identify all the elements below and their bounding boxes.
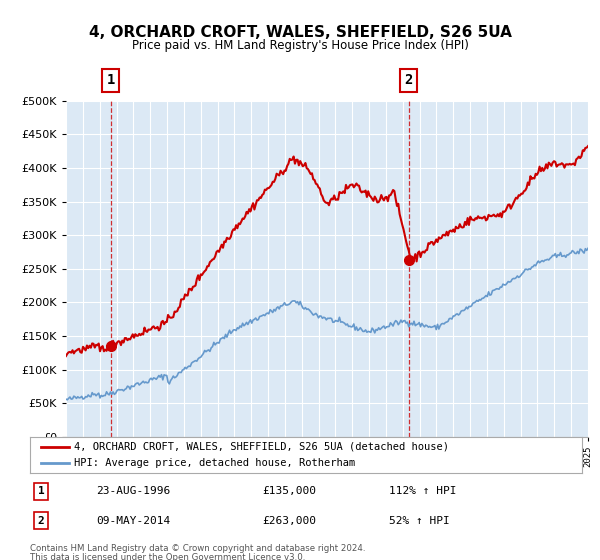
Text: This data is licensed under the Open Government Licence v3.0.: This data is licensed under the Open Gov… (30, 553, 305, 560)
Text: 1: 1 (106, 73, 115, 87)
Text: 1: 1 (38, 487, 44, 496)
Text: 4, ORCHARD CROFT, WALES, SHEFFIELD, S26 5UA: 4, ORCHARD CROFT, WALES, SHEFFIELD, S26 … (89, 25, 511, 40)
Text: 2: 2 (38, 516, 44, 525)
Text: 52% ↑ HPI: 52% ↑ HPI (389, 516, 449, 525)
Text: HPI: Average price, detached house, Rotherham: HPI: Average price, detached house, Roth… (74, 458, 355, 468)
Text: £135,000: £135,000 (262, 487, 316, 496)
Text: Price paid vs. HM Land Registry's House Price Index (HPI): Price paid vs. HM Land Registry's House … (131, 39, 469, 52)
Text: 112% ↑ HPI: 112% ↑ HPI (389, 487, 457, 496)
Text: £263,000: £263,000 (262, 516, 316, 525)
Text: 4, ORCHARD CROFT, WALES, SHEFFIELD, S26 5UA (detached house): 4, ORCHARD CROFT, WALES, SHEFFIELD, S26 … (74, 442, 449, 452)
Text: 09-MAY-2014: 09-MAY-2014 (96, 516, 170, 525)
Text: Contains HM Land Registry data © Crown copyright and database right 2024.: Contains HM Land Registry data © Crown c… (30, 544, 365, 553)
Text: 23-AUG-1996: 23-AUG-1996 (96, 487, 170, 496)
Text: 2: 2 (404, 73, 413, 87)
